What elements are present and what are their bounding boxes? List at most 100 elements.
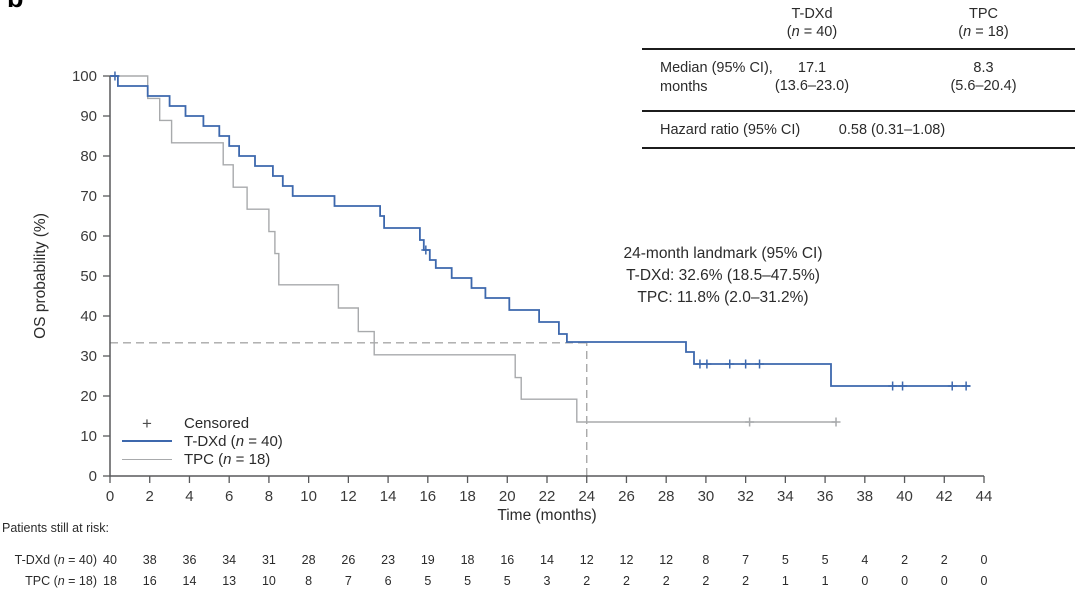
at-risk-count: 13 [222,574,236,588]
x-tick-label: 0 [106,488,114,505]
at-risk-row-label-tdxd: T-DXd (n = 40) [14,553,97,567]
x-tick-label: 10 [300,488,317,505]
at-risk-count: 0 [861,574,868,588]
censor-mark [741,359,751,369]
at-risk-count: 2 [901,553,908,567]
at-risk-count: 23 [381,553,395,567]
at-risk-count: 19 [421,553,435,567]
at-risk-count: 0 [981,574,988,588]
censor-mark [947,381,957,391]
x-tick-label: 8 [265,488,273,505]
x-tick-label: 28 [658,488,675,505]
at-risk-row-label-tpc: TPC (n = 18) [25,574,97,588]
tdxd-line-swatch [122,440,172,442]
at-risk-count: 8 [305,574,312,588]
x-tick-label: 40 [896,488,913,505]
at-risk-count: 2 [583,574,590,588]
y-tick-label: 50 [80,268,97,285]
x-tick-label: 26 [618,488,635,505]
hazard-ratio-value: 0.58 (0.31–1.08) [838,122,946,138]
at-risk-count: 12 [659,553,673,567]
x-tick-label: 34 [777,488,794,505]
at-risk-count: 34 [222,553,236,567]
x-tick-label: 14 [380,488,397,505]
at-risk-count: 2 [702,574,709,588]
censor-mark [888,381,898,391]
at-risk-count: 16 [143,574,157,588]
at-risk-count: 5 [424,574,431,588]
landmark-line1: 24-month landmark (95% CI) [623,245,823,262]
stats-table: T-DXd (n = 40) TPC (n = 18) Median (95% … [642,3,1075,153]
at-risk-count: 12 [620,553,634,567]
at-risk-count: 26 [341,553,355,567]
x-tick-label: 12 [340,488,357,505]
at-risk-count: 18 [103,574,117,588]
at-risk-count: 12 [580,553,594,567]
at-risk-title: Patients still at risk: [2,521,109,535]
censor-mark [110,71,120,81]
at-risk-count: 6 [385,574,392,588]
at-risk-count: 14 [183,574,197,588]
y-tick-label: 80 [80,148,97,165]
legend-tdxd-label: T-DXd (n = 40) [184,432,283,450]
censored-plus-icon: + [142,413,152,433]
median-tdxd-value: 17.1 (13.6–23.0) [774,60,850,94]
at-risk-count: 5 [464,574,471,588]
x-tick-label: 2 [146,488,154,505]
x-axis-title: Time (months) [497,507,597,524]
at-risk-count: 7 [345,574,352,588]
x-tick-label: 30 [698,488,715,505]
tpc-line-swatch [122,458,172,460]
at-risk-count: 1 [782,574,789,588]
x-tick-label: 42 [936,488,953,505]
at-risk-count: 2 [663,574,670,588]
at-risk-count: 5 [822,553,829,567]
hazard-row-label: Hazard ratio (95% CI) [660,122,801,138]
at-risk-count: 10 [262,574,276,588]
y-tick-label: 70 [80,188,97,205]
legend-row-censored: + Censored [122,414,249,432]
legend-row-tpc: TPC (n = 18) [122,450,270,468]
at-risk-count: 31 [262,553,276,567]
censor-mark [702,359,712,369]
stats-col-header-tdxd: T-DXd (n = 40) [786,6,838,40]
at-risk-count: 2 [941,553,948,567]
censor-mark [831,417,841,427]
censor-mark [898,381,908,391]
at-risk-count: 0 [901,574,908,588]
at-risk-count: 36 [183,553,197,567]
at-risk-count: 38 [143,553,157,567]
landmark-line2: T-DXd: 32.6% (18.5–47.5%) [626,267,820,284]
y-axis-title: OS probability (%) [32,213,49,339]
table-rule-top [642,48,1075,50]
at-risk-count: 5 [504,574,511,588]
at-risk-count: 14 [540,553,554,567]
censor-mark [745,417,755,427]
landmark-line3: TPC: 11.8% (2.0–31.2%) [637,289,809,306]
at-risk-count: 18 [461,553,475,567]
landmark-annotation: 24-month landmark (95% CI) T-DXd: 32.6% … [563,243,883,309]
y-tick-label: 90 [80,108,97,125]
x-tick-label: 24 [578,488,595,505]
panel-label: b [7,0,24,14]
at-risk-count: 8 [702,553,709,567]
x-tick-label: 32 [737,488,754,505]
x-tick-label: 4 [185,488,193,505]
x-tick-label: 16 [419,488,436,505]
x-tick-label: 22 [539,488,556,505]
at-risk-count: 40 [103,553,117,567]
censor-mark [755,359,765,369]
at-risk-count: 7 [742,553,749,567]
legend-tpc-label: TPC (n = 18) [184,450,271,468]
km-curve-tdxd [110,75,971,387]
at-risk-count: 28 [302,553,316,567]
median-tpc-value: 8.3 (5.6–20.4) [950,60,1017,94]
censor-mark [421,245,431,255]
at-risk-count: 2 [623,574,630,588]
y-tick-label: 100 [72,68,97,85]
y-tick-label: 20 [80,388,97,405]
x-tick-label: 36 [817,488,834,505]
y-tick-label: 30 [80,348,97,365]
y-tick-label: 60 [80,228,97,245]
